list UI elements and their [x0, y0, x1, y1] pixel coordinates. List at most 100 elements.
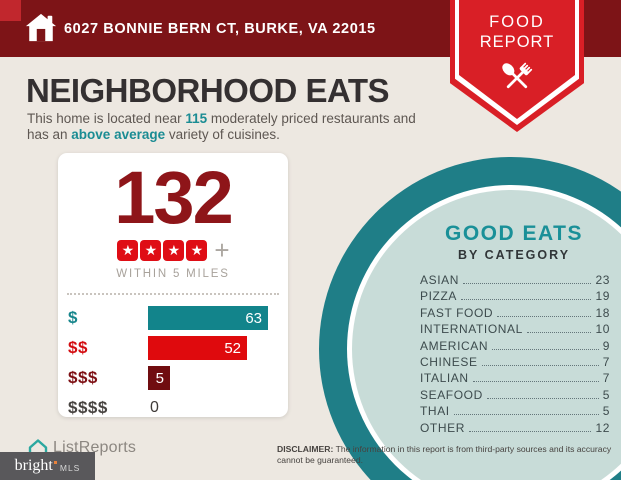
dot-leader: [497, 315, 592, 317]
dot-leader: [469, 430, 592, 432]
dot-leader: [461, 299, 592, 301]
category-label: ASIAN: [420, 273, 460, 287]
intro-text: variety of cuisines.: [165, 127, 280, 143]
price-tier-label: $$$: [68, 368, 98, 387]
price-tier-label: $$: [68, 338, 88, 357]
category-circle-fill: [352, 190, 621, 480]
bar-value: 5: [155, 369, 164, 387]
category-label: ITALIAN: [420, 371, 469, 386]
stats-card: 132 ★ ★ ★ ★ + WITHIN 5 MILES $ 63 $$ 52 $$$: [58, 153, 288, 417]
total-restaurants-count: 132: [114, 156, 233, 239]
list-item: ITALIAN 7: [420, 371, 610, 387]
restaurant-count: 115: [185, 111, 208, 126]
category-value: 7: [602, 371, 610, 386]
price-bar-row: $ 63: [68, 306, 278, 330]
bright-wordmark: bright: [14, 457, 53, 474]
dot-leader: [453, 414, 599, 416]
plus-sign: +: [214, 235, 230, 265]
category-value: 5: [602, 387, 610, 402]
good-eats-list: ASIAN 23 PIZZA 19 FAST FOOD 18 INTERNATIONA…: [414, 273, 614, 437]
list-item: CHINESE 7: [420, 355, 610, 371]
category-label: FAST FOOD: [420, 305, 494, 320]
list-item: FAST FOOD 18: [420, 306, 610, 322]
category-label: THAI: [420, 404, 450, 419]
category-value: 23: [595, 273, 610, 287]
star-icon: ★: [186, 239, 208, 261]
dot-leader: [526, 332, 592, 334]
price-bar-row: $$$ 5: [68, 366, 278, 390]
bar-value: 0: [150, 399, 159, 416]
category-label: PIZZA: [420, 289, 458, 304]
dot-leader: [463, 283, 592, 284]
bar-track: 5: [148, 366, 278, 390]
badge-title-line2: REPORT: [479, 33, 555, 51]
bar-track: 63: [148, 306, 278, 330]
price-tier-label: $$$$: [68, 398, 108, 417]
category-value: 9: [602, 338, 610, 353]
category-label: OTHER: [420, 420, 465, 435]
price-bar-chart: $ 63 $$ 52 $$$ 5 $$$$ 0: [68, 306, 278, 420]
category-value: 12: [595, 420, 610, 435]
list-item: AMERICAN 9: [420, 339, 610, 355]
stars-row: ★ ★ ★ ★ +: [58, 235, 288, 265]
bright-mls-logo: bright MLS: [0, 452, 95, 480]
dotted-divider: [67, 293, 279, 295]
list-item: SEAFOOD 5: [420, 388, 610, 404]
bar: 52: [148, 336, 247, 360]
bar: 5: [148, 366, 170, 390]
star-icon: ★: [140, 239, 162, 261]
property-address: 6027 BONNIE BERN CT, BURKE, VA 22015: [64, 20, 376, 37]
star-icon: ★: [117, 239, 139, 261]
star-icon: ★: [163, 239, 185, 261]
variety-rating: above average: [71, 127, 166, 143]
bar-track: 0: [148, 396, 278, 420]
badge-title-line1: FOOD: [489, 13, 545, 31]
list-item: INTERNATIONAL 10: [420, 322, 610, 338]
spoon-fork-icon: [502, 62, 533, 89]
disclaimer-label: DISCLAIMER:: [277, 444, 334, 454]
mls-wordmark: MLS: [59, 463, 81, 473]
dot-leader: [481, 364, 599, 366]
dot-leader: [492, 348, 599, 350]
page-title: NEIGHBORHOOD EATS: [26, 72, 390, 109]
price-tier-label: $: [68, 308, 78, 327]
good-eats-subtitle: BY CATEGORY: [457, 248, 571, 262]
good-eats-panel: GOOD EATS BY CATEGORY ASIAN 23 PIZZA 19 FA…: [414, 222, 614, 437]
category-value: 7: [602, 354, 610, 369]
category-value: 18: [595, 305, 610, 320]
intro-paragraph: This home is located near 115 moderately…: [27, 111, 457, 143]
listreports-logo: ListReports: [28, 438, 136, 458]
bar-track: 52: [148, 336, 278, 360]
category-label: SEAFOOD: [420, 387, 483, 402]
corner-accent-square: [0, 0, 21, 21]
intro-text: This home is located near: [27, 111, 186, 126]
list-item: PIZZA 19: [420, 289, 610, 305]
intro-text: moderately priced restaurants and: [207, 111, 416, 126]
list-item: THAI 5: [420, 404, 610, 420]
category-label: AMERICAN: [420, 338, 489, 353]
radius-caption: WITHIN 5 MILES: [116, 268, 230, 280]
bar: 63: [148, 306, 268, 330]
list-item: OTHER 12: [420, 421, 610, 437]
category-label: INTERNATIONAL: [420, 322, 523, 337]
category-value: 10: [595, 322, 610, 337]
bright-trademark-mark: [53, 460, 57, 464]
bar-value: 63: [245, 309, 262, 327]
category-label: CHINESE: [420, 354, 478, 369]
disclaimer-text: The information in this report is from t…: [277, 444, 612, 466]
dot-leader: [472, 381, 599, 383]
badge-content: FOOD REPORT: [450, 0, 584, 106]
category-value: 19: [595, 289, 610, 304]
price-bar-row: $$ 52: [68, 336, 278, 360]
good-eats-title: GOOD EATS: [445, 222, 583, 245]
home-icon: [25, 13, 57, 42]
price-bar-row: $$$$ 0: [68, 396, 278, 420]
dot-leader: [486, 397, 599, 399]
disclaimer: DISCLAIMER: The information in this repo…: [277, 444, 615, 467]
list-item: ASIAN 23: [420, 273, 610, 289]
listreports-wordmark: ListReports: [53, 439, 137, 456]
listreports-house-icon: [28, 439, 48, 457]
food-report-badge: FOOD REPORT: [450, 0, 584, 132]
intro-text: has an: [27, 127, 72, 143]
